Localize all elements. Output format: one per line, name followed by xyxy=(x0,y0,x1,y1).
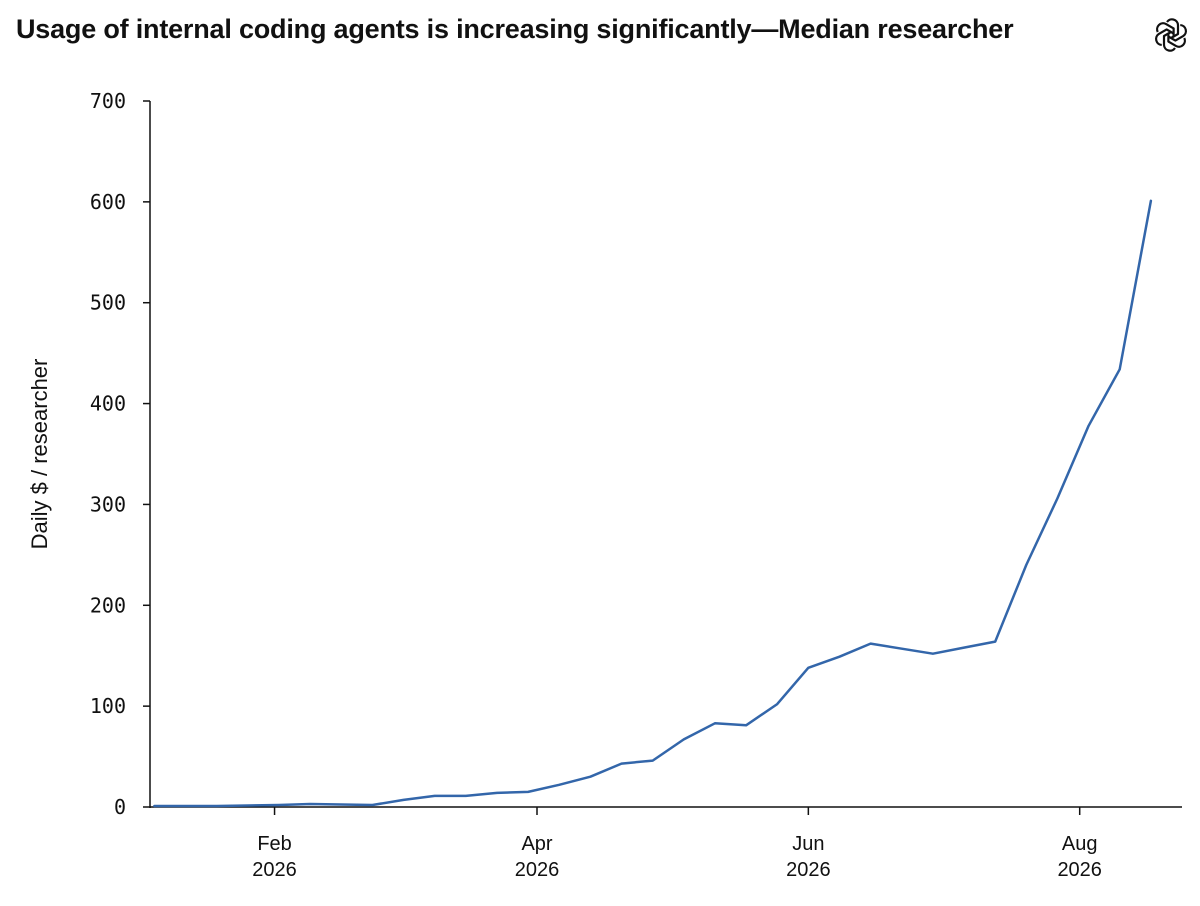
x-tick-label: 2026 xyxy=(786,859,831,881)
y-tick-label: 100 xyxy=(90,694,126,718)
series-layer xyxy=(153,199,1153,808)
x-tick-label: Aug xyxy=(1062,833,1098,855)
x-tick-label: 2026 xyxy=(1057,859,1102,881)
x-axis: Feb 2026 Apr 2026 Jun 2026 Aug 2026 xyxy=(150,806,1182,881)
x-tick-label: Feb xyxy=(257,833,291,855)
y-tick-label: 0 xyxy=(114,795,126,819)
openai-logo-icon xyxy=(1152,16,1190,54)
y-tick-label: 500 xyxy=(90,291,126,315)
y-axis-label: Daily $ / researcher xyxy=(27,359,52,550)
x-tick-label: 2026 xyxy=(252,859,297,881)
y-tick-label: 700 xyxy=(90,89,126,113)
y-tick-label: 600 xyxy=(90,190,126,214)
y-axis: 0 100 200 300 400 500 600 700 xyxy=(90,89,151,819)
series-line xyxy=(153,199,1153,808)
chart-title: Usage of internal coding agents is incre… xyxy=(16,14,1014,44)
y-tick-label: 400 xyxy=(90,392,126,416)
y-tick-label: 300 xyxy=(90,492,126,516)
x-tick-label: Apr xyxy=(521,833,552,855)
y-tick-label: 200 xyxy=(90,593,126,617)
x-tick-label: Jun xyxy=(792,833,824,855)
x-tick-label: 2026 xyxy=(515,859,560,881)
